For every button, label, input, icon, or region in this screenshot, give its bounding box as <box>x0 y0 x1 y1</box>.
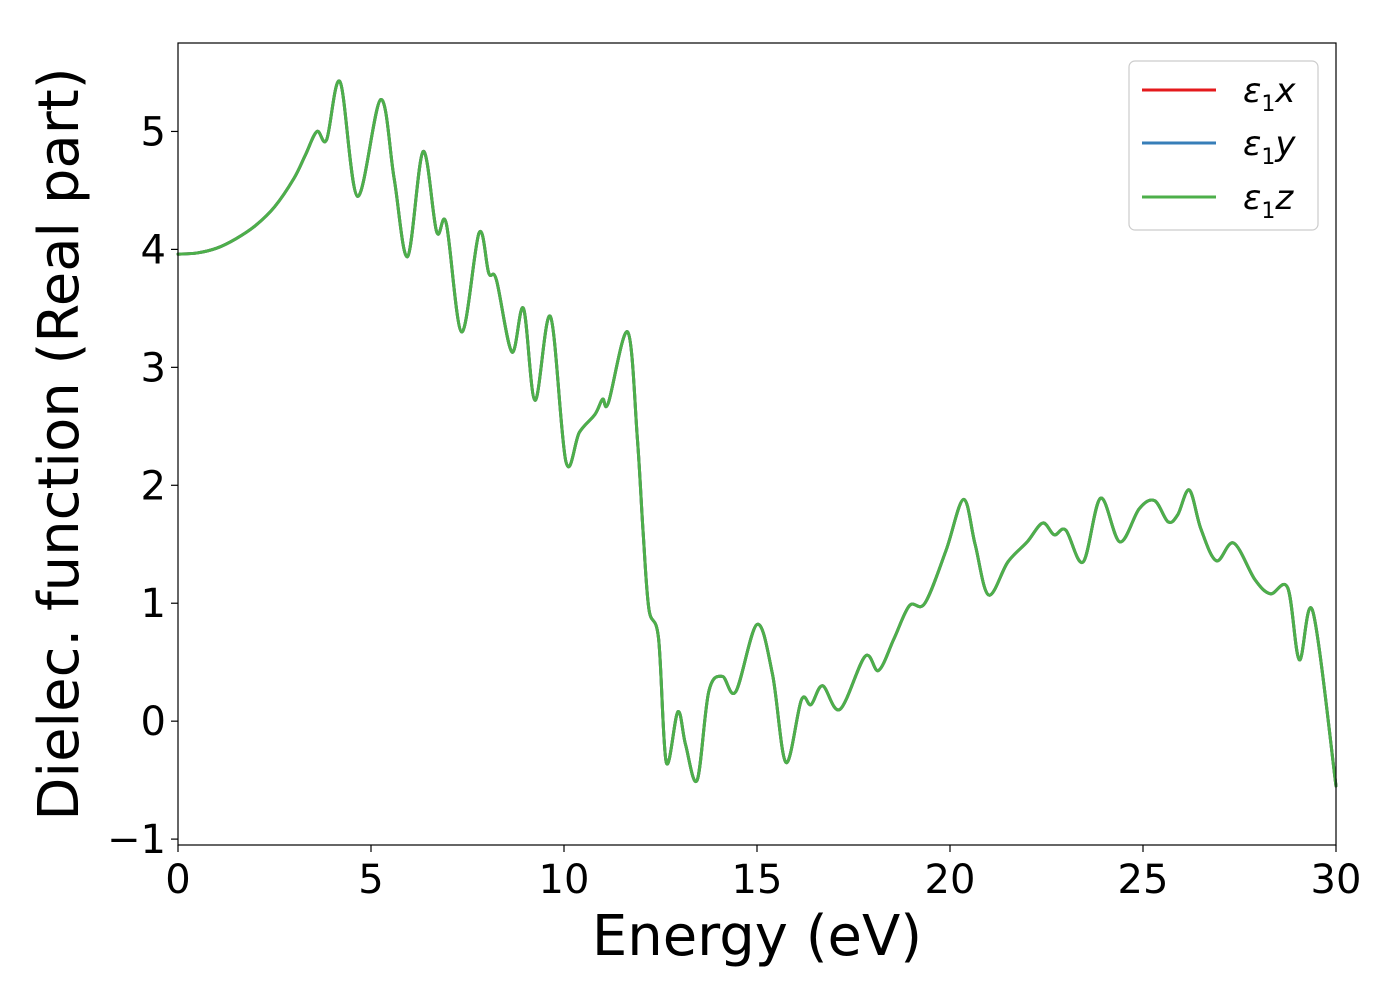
legend-symbol-y: ε <box>1243 124 1261 164</box>
legend-symbol-x: ε <box>1243 71 1261 111</box>
legend-entry-z: ε1z <box>1142 178 1294 224</box>
y-tick-label: 5 <box>141 109 166 155</box>
y-tick-label: 1 <box>141 581 166 627</box>
y-tick-label: 4 <box>141 227 166 273</box>
y-tick-label: 0 <box>141 699 166 745</box>
legend-axis-x: x <box>1274 71 1296 111</box>
legend-label-x: ε1x <box>1243 71 1296 117</box>
legend-sub-x: 1 <box>1261 92 1275 117</box>
legend-sub-z: 1 <box>1261 199 1275 224</box>
legend: ε1x ε1y ε1z <box>1128 60 1319 231</box>
x-tick-label: 10 <box>539 857 590 903</box>
y-axis: −1 0 1 2 3 4 5 <box>107 109 178 863</box>
x-axis-title: Energy (eV) <box>592 904 922 969</box>
x-tick-label: 25 <box>1118 857 1169 903</box>
y-tick-label: 3 <box>141 345 166 391</box>
series-layer <box>176 79 1338 788</box>
legend-label-y: ε1y <box>1243 124 1296 170</box>
x-tick-label: 30 <box>1311 857 1362 903</box>
legend-symbol-z: ε <box>1243 178 1261 218</box>
y-tick-label: 2 <box>141 463 166 509</box>
legend-box <box>1128 60 1319 231</box>
legend-axis-z: z <box>1274 178 1294 218</box>
x-axis: 0 5 10 15 20 25 30 <box>165 845 1361 903</box>
series-line-z <box>176 79 1338 788</box>
x-tick-label: 0 <box>165 857 190 903</box>
legend-entry-y: ε1y <box>1142 124 1296 170</box>
legend-label-z: ε1z <box>1243 178 1294 224</box>
legend-sub-y: 1 <box>1261 145 1275 170</box>
x-tick-label: 15 <box>732 857 783 903</box>
x-tick-label: 5 <box>358 857 383 903</box>
y-tick-label: −1 <box>107 817 166 863</box>
legend-entry-x: ε1x <box>1142 71 1296 117</box>
x-tick-label: 20 <box>925 857 976 903</box>
y-axis-title: Dielec. function (Real part) <box>27 67 92 820</box>
legend-axis-y: y <box>1274 124 1296 164</box>
